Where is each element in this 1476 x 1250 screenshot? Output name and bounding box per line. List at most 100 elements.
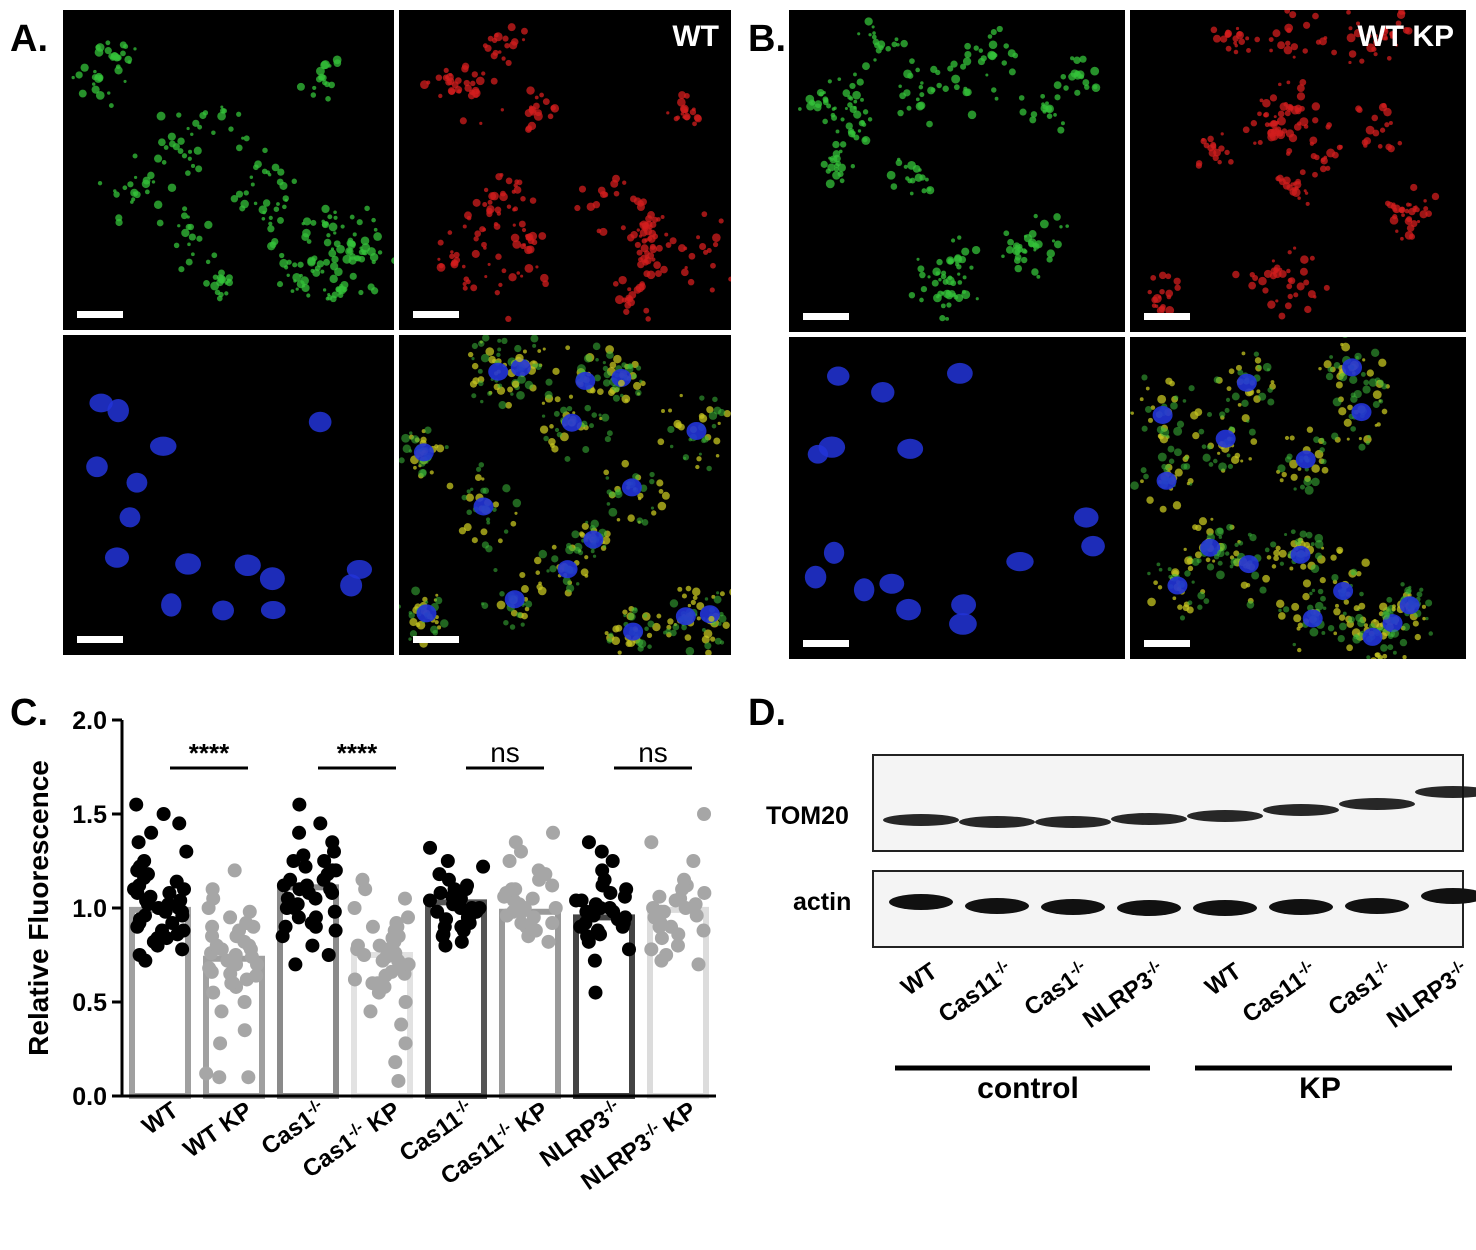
data-point bbox=[223, 910, 238, 925]
data-point bbox=[385, 931, 400, 946]
data-point bbox=[390, 919, 405, 934]
data-point bbox=[476, 859, 491, 874]
data-point bbox=[499, 908, 514, 923]
data-point bbox=[205, 882, 220, 897]
data-point bbox=[237, 995, 252, 1009]
data-point bbox=[214, 942, 229, 957]
panel-b-condition-label: WT KP bbox=[1357, 20, 1454, 53]
data-point bbox=[668, 893, 683, 908]
data-point bbox=[176, 923, 191, 938]
tom20-band bbox=[1415, 786, 1476, 798]
tom20-band bbox=[1035, 816, 1111, 828]
actin-band bbox=[1041, 899, 1105, 915]
data-point bbox=[205, 919, 220, 934]
data-point bbox=[156, 807, 171, 821]
data-point bbox=[688, 897, 703, 912]
scale-bar bbox=[803, 313, 849, 320]
lane-label: NLRP3-/- bbox=[1078, 957, 1171, 1034]
data-point bbox=[242, 904, 257, 919]
data-point bbox=[581, 835, 596, 850]
actin-band bbox=[1269, 899, 1333, 915]
data-point bbox=[227, 863, 242, 878]
data-point bbox=[298, 859, 313, 874]
data-point bbox=[378, 968, 393, 983]
data-point bbox=[308, 919, 323, 934]
panel-b-letter: B. bbox=[748, 18, 786, 60]
micrograph-image bbox=[399, 335, 731, 655]
panel-d-letter: D. bbox=[748, 692, 786, 734]
data-point bbox=[514, 904, 529, 919]
data-point bbox=[214, 1004, 229, 1019]
actin-band bbox=[1345, 898, 1409, 914]
data-point bbox=[595, 863, 610, 878]
data-point bbox=[508, 835, 523, 850]
tom20-label: TOM20 bbox=[766, 802, 849, 830]
data-point bbox=[299, 878, 314, 893]
y-tick-label: 0.0 bbox=[72, 1083, 107, 1111]
data-point bbox=[347, 901, 362, 915]
data-point bbox=[249, 968, 264, 983]
data-point bbox=[280, 891, 295, 906]
micrograph-image bbox=[798, 17, 1101, 322]
data-point bbox=[619, 882, 634, 897]
data-point bbox=[644, 942, 659, 957]
data-point bbox=[528, 923, 543, 938]
tom20-band bbox=[883, 814, 959, 826]
data-point bbox=[174, 904, 189, 919]
data-point bbox=[213, 1036, 228, 1051]
data-point bbox=[400, 910, 415, 925]
actin-band bbox=[889, 894, 953, 910]
data-point bbox=[325, 835, 340, 850]
significance-label: ns bbox=[638, 737, 668, 768]
data-point bbox=[199, 1066, 214, 1081]
panel-b-red-channel: WT KP bbox=[1130, 10, 1466, 332]
lane-label: NLRP3-/- bbox=[1382, 957, 1475, 1034]
data-point bbox=[677, 872, 692, 887]
data-point bbox=[602, 901, 617, 915]
data-point bbox=[292, 797, 307, 812]
data-point bbox=[545, 878, 560, 893]
tom20-band bbox=[1111, 813, 1187, 825]
panel-a-letter: A. bbox=[10, 18, 48, 60]
significance-label: ns bbox=[490, 737, 520, 768]
y-tick-label: 2.0 bbox=[72, 707, 107, 735]
data-point bbox=[375, 953, 390, 968]
y-tick-label: 1.5 bbox=[72, 801, 107, 829]
data-point bbox=[671, 927, 686, 942]
data-point bbox=[652, 889, 667, 904]
panel-b-green-channel bbox=[789, 10, 1125, 332]
data-point bbox=[175, 942, 190, 957]
scale-bar bbox=[1144, 640, 1190, 647]
actin-band bbox=[1421, 888, 1476, 904]
data-point bbox=[432, 867, 447, 882]
data-point bbox=[328, 923, 343, 938]
data-point bbox=[545, 916, 560, 931]
data-point bbox=[162, 885, 177, 900]
scale-bar bbox=[77, 311, 123, 318]
data-point bbox=[327, 904, 342, 919]
data-point bbox=[526, 910, 541, 925]
data-point bbox=[504, 882, 519, 897]
data-point bbox=[132, 916, 147, 931]
data-point bbox=[697, 807, 712, 821]
data-point bbox=[689, 908, 704, 923]
data-point bbox=[350, 942, 365, 957]
data-point bbox=[654, 931, 669, 946]
data-point bbox=[644, 835, 659, 850]
data-point bbox=[569, 893, 584, 908]
data-point bbox=[659, 948, 674, 962]
data-point bbox=[355, 872, 370, 887]
data-point bbox=[654, 904, 669, 919]
data-point bbox=[130, 885, 145, 900]
data-point bbox=[502, 854, 517, 868]
tom20-band bbox=[959, 816, 1035, 828]
micrograph-image bbox=[1130, 337, 1434, 659]
data-point bbox=[514, 916, 529, 931]
panel-a-red-channel: WT bbox=[399, 10, 731, 330]
data-point bbox=[161, 897, 176, 912]
data-point bbox=[137, 854, 152, 868]
data-point bbox=[588, 985, 603, 1000]
data-point bbox=[605, 854, 620, 868]
y-tick-label: 1.0 bbox=[72, 895, 107, 923]
x-tick-label: WT KP bbox=[179, 1097, 258, 1163]
